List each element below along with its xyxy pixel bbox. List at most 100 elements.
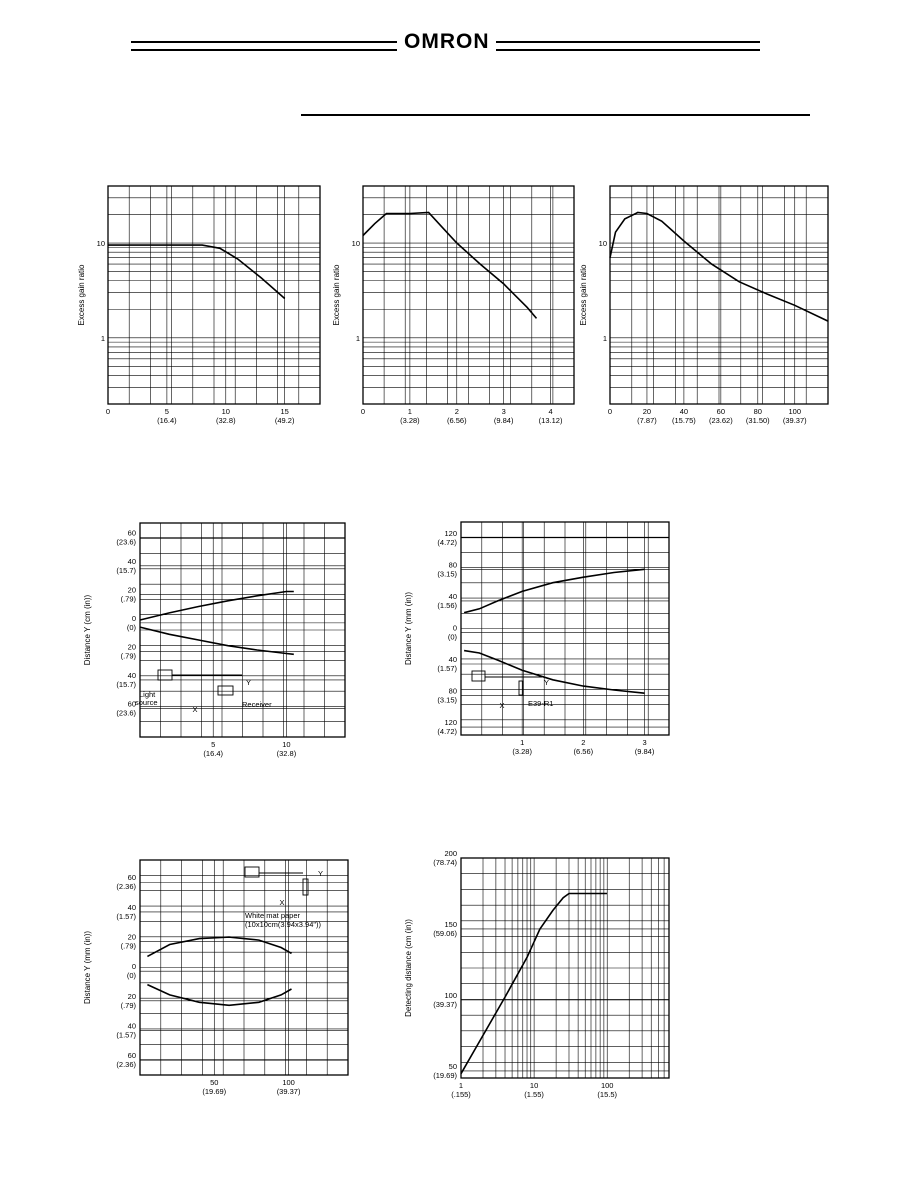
y-tick-label-inch: (0) [448, 632, 458, 641]
x-tick-label: 1 [408, 407, 412, 416]
y-axis-label: Distance Y (mm (in)) [404, 592, 413, 665]
y-tick-label: 20 [128, 585, 136, 594]
x-tick-label: 60 [717, 407, 725, 416]
x-tick-label-inch: (3.28) [400, 416, 420, 425]
y-tick-label-inch: (.79) [121, 651, 137, 660]
x-tick-label: 0 [608, 407, 612, 416]
chart-parallel-distance-3: 50(19.69)100(39.37)60(2.36)40(1.57)20(.7… [83, 859, 349, 1096]
y-tick-label-inch: (19.69) [433, 1071, 457, 1080]
chart-parallel-distance-1: 5(16.4)10(32.8)60(23.6)40(15.7)20(.79)0(… [83, 522, 346, 758]
y-tick-label: 40 [128, 903, 136, 912]
x-tick-label-inch: (3.28) [512, 747, 532, 756]
x-tick-label-inch: (1.55) [524, 1090, 544, 1099]
y-tick-label: 40 [128, 1022, 136, 1031]
y-axis-label: Distance Y (mm (in)) [83, 931, 92, 1004]
y-tick-label: 20 [128, 642, 136, 651]
x-tick-label-inch: (13.12) [539, 416, 563, 425]
x-tick-label-inch: (49.2) [275, 416, 295, 425]
y-axis-label: Distance Y (cm (in)) [83, 594, 92, 665]
x-tick-label: 3 [502, 407, 506, 416]
y-tick-label: 1 [101, 334, 105, 343]
series-line-2 [147, 983, 292, 1007]
y-tick-label: 60 [128, 1051, 136, 1060]
plot-frame [107, 185, 321, 405]
y-tick-label-inch: (1.57) [437, 664, 457, 673]
x-tick-label-inch: (23.62) [709, 416, 733, 425]
y-tick-label: 50 [449, 1062, 457, 1071]
x-tick-label: 0 [106, 407, 110, 416]
y-tick-label: 10 [599, 239, 607, 248]
y-tick-label-inch: (1.57) [116, 912, 136, 921]
x-tick-label: 0 [361, 407, 365, 416]
plot-frame [139, 522, 346, 738]
y-tick-label: 40 [449, 592, 457, 601]
series-line-2 [139, 626, 294, 656]
chart-excess-gain-3: 0 20(7.87) 40(15.75) 60(23.62) 80(31.50) 100(… [579, 185, 829, 425]
x-tick-label: 15 [280, 407, 288, 416]
x-tick-label: 1 [520, 738, 524, 747]
annotation-mat-size: (10x10cm(3.94x3.94")) [245, 920, 322, 929]
y-tick-label: 0 [453, 623, 457, 632]
x-tick-label-inch: (.155) [451, 1090, 471, 1099]
y-tick-label-inch: (0) [127, 971, 137, 980]
x-tick-label-inch: (32.8) [277, 749, 297, 758]
y-tick-label-inch: (3.15) [437, 696, 457, 705]
x-tick-label: 2 [581, 738, 585, 747]
y-tick-label: 100 [444, 991, 457, 1000]
x-tick-label-inch: (6.56) [574, 747, 594, 756]
y-tick-label-inch: (.79) [121, 594, 137, 603]
plot-frame [460, 521, 670, 736]
annotation-x: X [192, 705, 197, 714]
x-tick-label: 5 [211, 740, 215, 749]
y-tick-label: 60 [128, 528, 136, 537]
x-tick-label: 100 [788, 407, 801, 416]
mat-paper-icon [302, 878, 309, 896]
x-tick-label: 100 [601, 1081, 614, 1090]
x-tick-label: 50 [210, 1078, 218, 1087]
y-tick-label-inch: (.79) [121, 942, 137, 951]
y-tick-label-inch: (1.57) [116, 1031, 136, 1040]
series-line-1 [147, 936, 292, 958]
annotation-x: X [499, 701, 504, 710]
x-tick-label: 100 [282, 1078, 295, 1087]
x-tick-label-inch: (7.87) [637, 416, 657, 425]
x-tick-label-inch: (6.56) [447, 416, 467, 425]
y-tick-label: 200 [444, 849, 457, 858]
header-rule-left-lower [131, 49, 397, 51]
y-tick-label-inch: (59.06) [433, 929, 457, 938]
x-tick-label-inch: (9.84) [494, 416, 514, 425]
y-tick-label: 80 [449, 560, 457, 569]
x-tick-label-inch: (15.75) [672, 416, 696, 425]
x-tick-label: 10 [222, 407, 230, 416]
x-tick-label: 5 [165, 407, 169, 416]
y-axis-label: Excess gain ratio [579, 264, 588, 325]
y-tick-label: 10 [97, 239, 105, 248]
annotation-y: Y [246, 678, 251, 687]
x-tick-label: 20 [643, 407, 651, 416]
x-tick-label: 10 [530, 1081, 538, 1090]
annotation-x: X [279, 898, 284, 907]
annotation-mat-paper: White mat paper [245, 911, 301, 920]
section-rule [301, 114, 810, 116]
reflector-icon [518, 680, 524, 696]
y-tick-label-inch: (15.7) [116, 680, 136, 689]
x-tick-label: 40 [680, 407, 688, 416]
light-source-icon [157, 669, 173, 681]
x-tick-label: 4 [548, 407, 552, 416]
y-tick-label: 120 [444, 718, 457, 727]
y-tick-label-inch: (0) [127, 623, 137, 632]
plot-frame [362, 185, 575, 405]
y-tick-label-inch: (78.74) [433, 858, 457, 867]
annotation-light: Light [139, 690, 156, 699]
y-tick-label: 60 [128, 873, 136, 882]
y-tick-label-inch: (3.15) [437, 569, 457, 578]
plot-frame [609, 185, 829, 405]
sensor-icon [244, 866, 260, 878]
header-rule-left [131, 41, 397, 43]
x-tick-label: 2 [455, 407, 459, 416]
y-tick-label: 20 [128, 992, 136, 1001]
x-tick-label: 1 [459, 1081, 463, 1090]
y-tick-label: 150 [444, 920, 457, 929]
x-tick-label: 3 [642, 738, 646, 747]
